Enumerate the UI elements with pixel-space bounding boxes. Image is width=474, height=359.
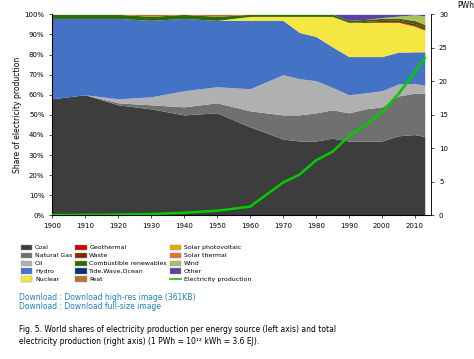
Text: Fig. 5. World shares of electricity production per energy source (left axis) and: Fig. 5. World shares of electricity prod… xyxy=(19,325,336,346)
Text: Download : Download high-res image (361KB): Download : Download high-res image (361K… xyxy=(19,293,195,302)
Y-axis label: PWh: PWh xyxy=(457,1,474,10)
Y-axis label: Share of electricity production: Share of electricity production xyxy=(13,57,22,173)
Legend: Coal, Natural Gas, Oil, Hydro, Nuclear, Geothermal, Waste, Combustible renewable: Coal, Natural Gas, Oil, Hydro, Nuclear, … xyxy=(21,245,251,282)
Text: Download : Download full-size image: Download : Download full-size image xyxy=(19,302,161,311)
